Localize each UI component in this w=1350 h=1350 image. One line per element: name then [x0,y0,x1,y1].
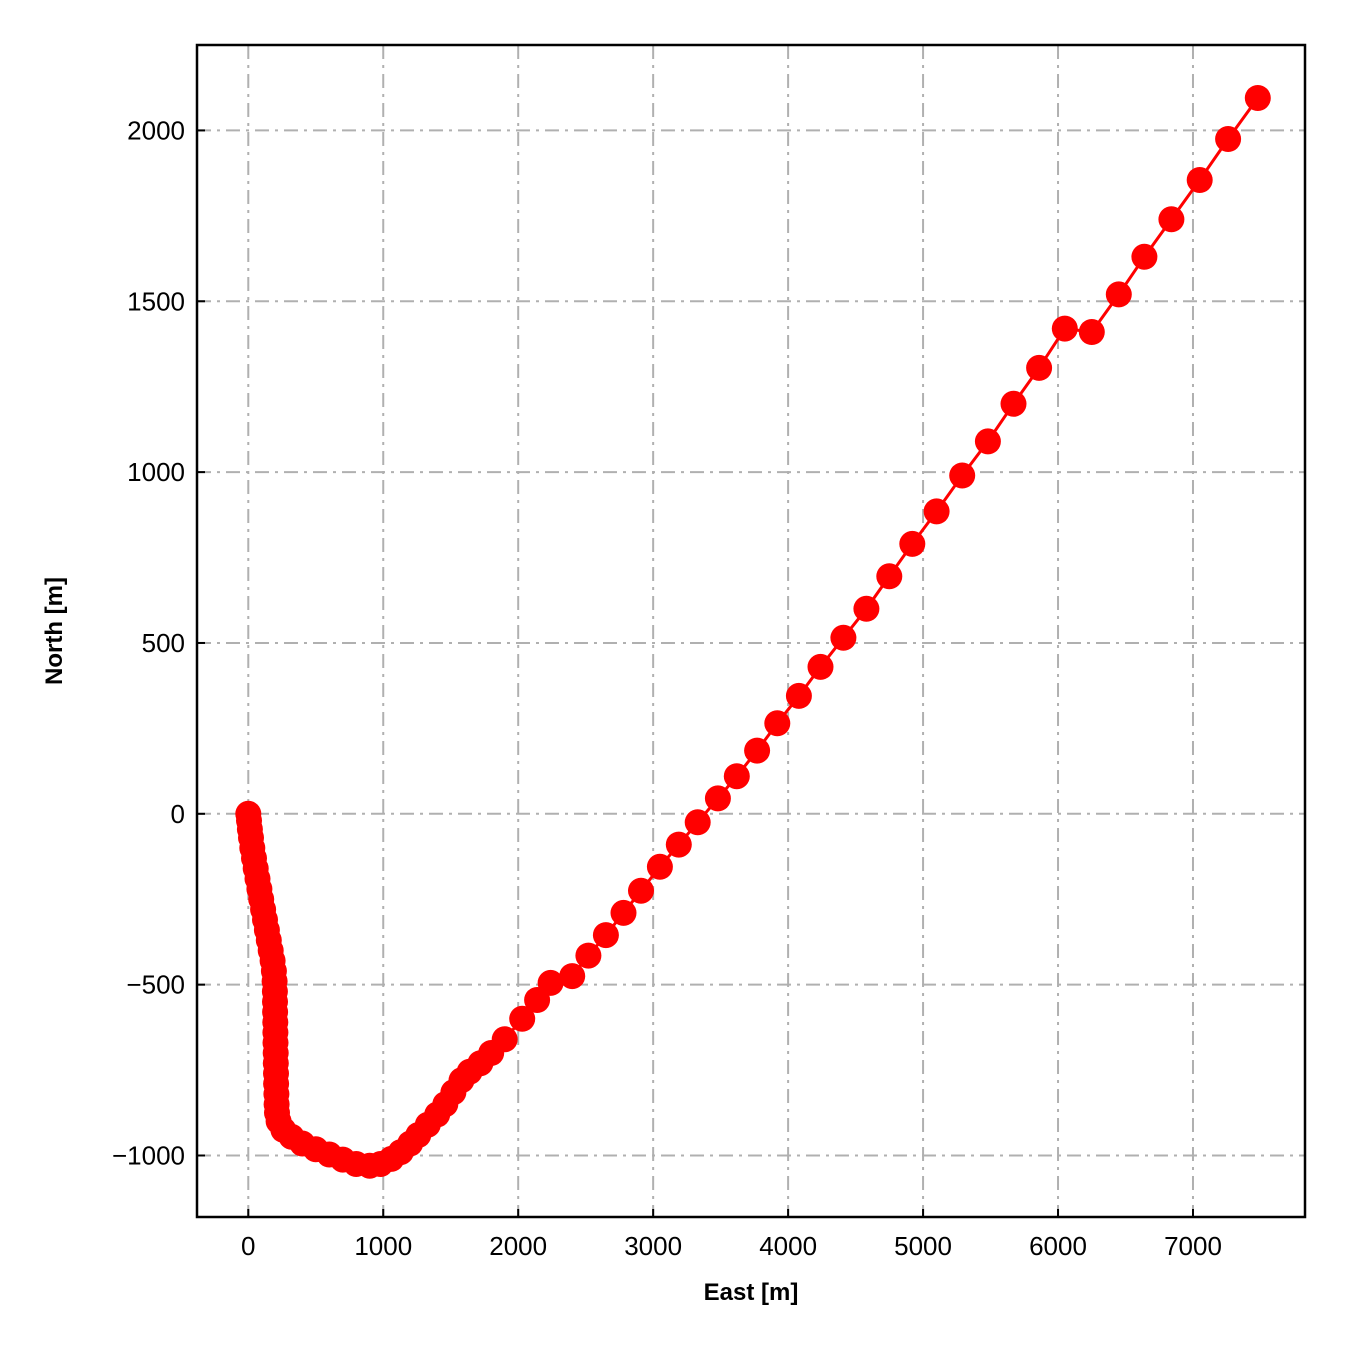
data-point [1244,85,1271,111]
x-tick-label: 5000 [894,1231,952,1261]
x-tick-label: 6000 [1029,1231,1087,1261]
x-tick-label: 2000 [489,1231,547,1261]
data-point [628,877,654,904]
y-tick-label: 500 [142,628,185,658]
data-point [559,963,586,990]
data-point [1078,319,1105,345]
data-point [899,530,926,557]
y-tick-label: 1500 [127,286,185,316]
x-tick-label: 3000 [624,1231,682,1261]
x-tick-label: 7000 [1164,1231,1222,1261]
data-point [704,785,731,812]
series-line [246,97,1260,1168]
data-point [785,682,812,709]
data-point [537,969,564,996]
x-tick-label: 4000 [759,1231,817,1261]
y-tick-label: 1000 [127,457,185,487]
data-point [509,1005,536,1032]
grid [197,45,1305,1217]
data-point [684,809,711,836]
data-point [764,710,791,737]
data-series [235,85,1271,1179]
y-tick-label: 2000 [127,115,185,145]
data-point [575,942,602,969]
data-point [923,498,950,525]
plot-frame [195,43,1307,1219]
x-tick-label: 1000 [354,1231,412,1261]
data-point [744,737,771,764]
data-point [610,899,637,926]
data-point [1051,315,1078,342]
data-point [665,831,692,858]
data-point [1186,167,1213,193]
data-point [974,428,1001,455]
series-markers [235,85,1271,1179]
data-point [853,595,880,622]
data-point [1215,126,1242,152]
y-tick-label: 0 [171,799,185,829]
data-point [723,763,750,790]
data-point [491,1026,518,1053]
data-point [876,563,903,590]
data-point [1026,354,1053,381]
data-point [1000,390,1027,417]
axis-ticks: 0 1000 2000 3000 4000 5000 6000 7000 −1000 −500 0 5… [112,115,1222,1261]
data-point [1105,281,1132,308]
data-point [830,624,857,651]
data-point [646,853,673,880]
y-tick-label: −1000 [112,1140,185,1170]
data-point [592,922,619,949]
x-axis-label: East [m] [704,1279,799,1306]
data-point [1131,243,1158,270]
data-point [807,653,834,680]
x-tick-label: 0 [241,1231,255,1261]
y-tick-label: −500 [126,970,185,1000]
y-axis-label: North [m] [41,577,68,685]
data-point [1158,206,1185,233]
data-point [949,462,976,489]
